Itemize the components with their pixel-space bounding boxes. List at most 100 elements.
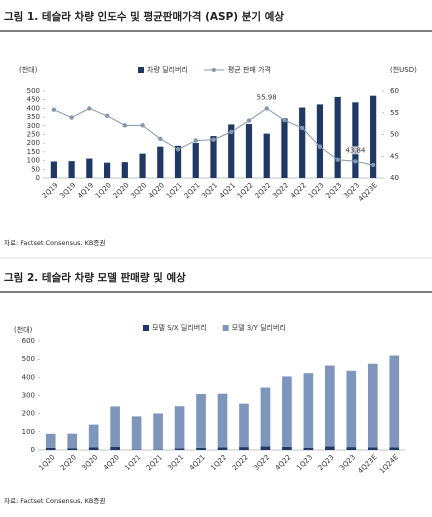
x-tick-label: 4Q22 [274,453,293,472]
y-tick-label: 500 [22,355,35,363]
line-point [317,144,323,149]
x-tick-label: 2Q22 [254,181,273,200]
y-tick-label: 150 [27,148,40,156]
y-axis-unit: (천대) [14,325,33,334]
x-tick-label: 3Q21 [200,181,219,200]
y-tick-label: 350 [27,113,40,121]
y-tick-label: 300 [27,122,40,130]
bar [346,447,357,450]
legend-label: 평균 판매 가격 [228,65,271,74]
y-tick-label: 400 [27,104,40,112]
x-tick-label: 3Q19 [58,181,77,200]
bar [210,136,217,178]
y2-tick-label: 45 [390,152,399,160]
y2-tick-label: 50 [390,131,399,139]
y-tick-label: 400 [22,373,35,381]
y-tick-label: 300 [22,392,35,400]
source-note: 자료: Factset Consensus, KB증권 [4,496,105,505]
line-point [211,137,216,142]
bar [352,102,359,178]
x-tick-label: 4Q20 [102,453,121,472]
bar [88,447,99,450]
bar [45,447,56,450]
line-point [104,113,110,118]
y-tick-label: 50 [31,165,40,173]
bar [303,448,314,450]
legend-swatch [138,67,144,73]
bar [88,424,99,448]
bar [217,447,228,450]
x-tick-label: 1Q20 [94,181,113,200]
x-tick-label: 4Q19 [76,181,95,200]
y-tick-label: 200 [22,410,35,418]
data-label: 43.84 [345,146,366,154]
line-point [193,138,198,143]
x-tick-label: 1Q20 [38,453,57,472]
label-bg [343,146,368,155]
bar [139,153,146,178]
bar [367,447,378,450]
bar [282,446,292,450]
bar [367,363,378,448]
bar [45,433,56,448]
bar [325,365,335,447]
bar [110,406,120,447]
line-point [264,106,269,111]
x-tick-label: 1Q21 [123,453,142,472]
legend-swatch [143,325,149,331]
x-tick-label: 2Q21 [145,453,164,472]
legend-label: 모델 S/X 딜리버리 [152,323,207,332]
bar [260,446,271,450]
x-tick-label: 2Q22 [231,453,250,472]
x-tick-label: 2Q19 [41,181,60,200]
bar [334,96,341,178]
line-point [122,123,128,128]
bar [196,447,206,450]
y-tick-label: 200 [27,139,40,147]
legend-label: 차량 딜리버리 [147,65,188,74]
bar [174,406,185,449]
x-tick-label: 3Q23 [338,453,357,472]
bar [131,416,142,450]
x-tick-label: 2Q23 [324,181,343,200]
bar [217,393,228,448]
bar [260,387,271,447]
bar [281,118,288,178]
x-tick-label: 4Q21 [218,181,237,200]
x-tick-label: 4Q23E [356,453,378,475]
x-tick-label: 1Q23 [307,181,326,200]
bar [174,145,182,178]
y2-axis-unit: (천USD) [390,65,417,74]
bar [121,162,128,178]
y-tick-label: 0 [36,174,40,182]
x-tick-label: 2Q20 [59,453,78,472]
x-tick-label: 1Q22 [209,453,228,472]
figure-title: 그림 2. 테슬라 차량 모델 판매량 및 예상 [4,271,186,284]
source-note: 자료: Factset Consensus, KB증권 [4,238,105,247]
label-bg [254,93,279,102]
x-tick-label: 1Q22 [236,181,255,200]
y-tick-label: 500 [27,87,40,95]
y-tick-label: 0 [31,446,35,454]
x-tick-label: 3Q22 [271,181,290,200]
data-label: 55.98 [257,93,277,101]
bar [239,403,249,448]
x-tick-label: 2Q23 [317,453,336,472]
line-point [246,118,252,123]
bar [50,161,57,178]
bar [228,124,235,178]
line-point [51,107,57,112]
x-tick-label: 3Q20 [129,181,148,200]
y-tick-label: 100 [27,157,40,165]
bar [68,161,75,178]
bar [67,433,78,449]
legend-swatch [222,325,229,331]
bar [303,373,314,449]
x-tick-label: 2Q21 [183,181,202,200]
line-point [229,129,234,135]
line-point [69,115,74,120]
y-axis-unit: (천대) [19,65,38,74]
x-tick-label: 4Q22 [289,181,308,200]
